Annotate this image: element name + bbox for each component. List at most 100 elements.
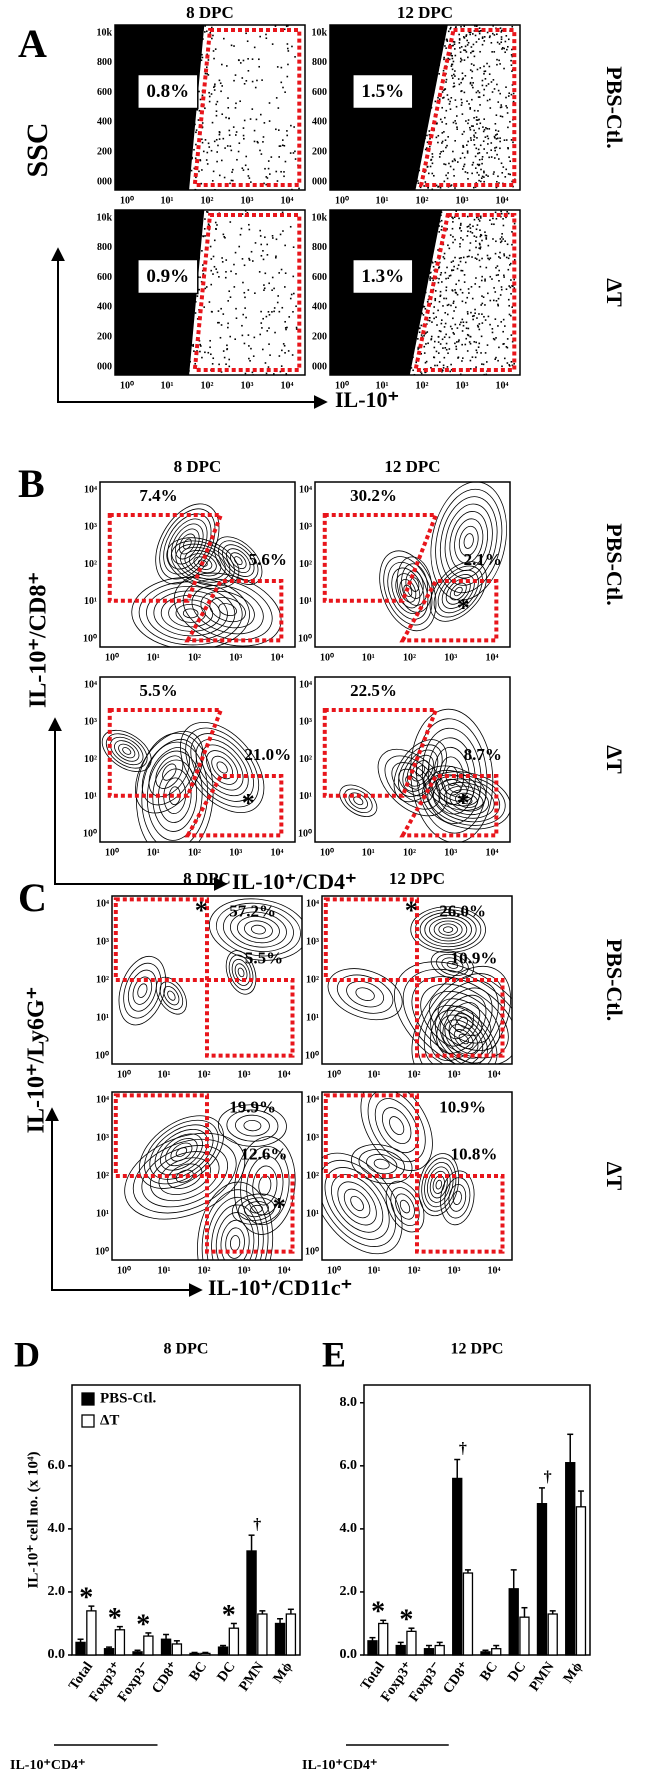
event-dot [278,310,281,313]
event-dot [202,150,205,153]
event-dot [503,47,505,50]
x-tick-label: 10² [188,847,201,858]
event-dot [418,312,421,314]
gate [322,513,439,603]
bar [519,1616,530,1656]
event-dot [476,224,479,226]
event-dot [482,94,485,97]
event-dot [195,129,198,131]
event-dot [479,67,482,69]
x-tick-label: 10² [188,652,201,663]
contour-line [220,1219,250,1260]
bar [480,1651,491,1656]
event-dot [417,348,419,350]
event-dot [202,38,204,40]
event-dot [451,68,454,71]
event-dot [194,312,197,314]
event-dot [446,40,449,42]
contour-line [438,923,458,936]
bar [491,1648,502,1656]
x-tick-label: CD8⁺ [441,1660,473,1697]
contour-line [444,1177,471,1219]
event-dot [511,25,514,28]
event-dot [419,318,421,321]
contour-line [197,1181,274,1260]
event-dot [453,216,456,219]
event-dot [455,122,457,125]
event-dot [443,96,445,99]
bar [423,1648,435,1656]
event-dot [263,122,266,124]
event-dot [439,330,442,333]
event-dot [491,328,494,330]
x-tick-label: 10⁴ [281,195,294,206]
event-dot [247,69,250,72]
event-dot [250,347,252,350]
event-dot [207,351,210,354]
contour-line [415,765,426,777]
event-dot [508,254,511,257]
event-dot [509,173,512,176]
event-dot [412,356,414,359]
event-dot [473,235,476,237]
event-dot [505,168,508,171]
event-dot [459,157,462,160]
contour-line [135,730,204,814]
event-dot [474,34,477,37]
event-dot [451,160,454,163]
event-dot [446,177,449,180]
event-dot [507,146,509,149]
event-dot [488,128,491,130]
contour-line [381,1107,412,1144]
event-dot [447,30,450,33]
bar [75,1641,86,1656]
event-dot [465,120,467,122]
event-dot [450,54,453,57]
event-dot [420,352,423,355]
event-dot [428,272,431,275]
event-dot [447,57,449,60]
contour-line [225,1227,245,1259]
event-dot [424,361,427,364]
event-dot [506,346,509,349]
event-dot [426,124,428,126]
event-dot [504,40,507,43]
event-dot [259,333,262,336]
contour-line [439,496,498,586]
event-dot [254,86,257,89]
event-dot [440,211,443,214]
event-dot [465,321,468,324]
event-dot [494,252,497,255]
event-dot [478,27,481,29]
event-dot [266,330,269,332]
event-dot [473,314,475,317]
event-dot [460,57,462,60]
event-dot [224,236,226,239]
event-dot [439,220,441,223]
event-dot [444,116,446,119]
event-dot [291,45,293,48]
event-dot [492,25,494,27]
x-tick-label: 10⁴ [488,1265,501,1276]
contour-line [458,525,479,557]
event-dot [208,100,211,103]
event-dot [452,235,454,238]
event-dot [226,65,228,67]
contour-line [458,1033,469,1045]
event-dot [286,130,288,132]
event-dot [431,153,434,155]
event-dot [476,123,478,125]
event-dot [274,331,276,334]
event-dot [204,72,207,75]
event-dot [505,288,508,291]
event-dot [200,231,202,233]
event-dot [261,79,263,81]
contour-line [123,962,162,1019]
significance-mark: † [544,1469,552,1486]
event-dot [211,180,214,182]
event-dot [452,121,455,124]
event-dot [433,340,436,343]
event-dot [481,257,483,260]
event-dot [194,157,197,160]
group-label: IL-10⁺CD4⁺ [10,1758,85,1773]
